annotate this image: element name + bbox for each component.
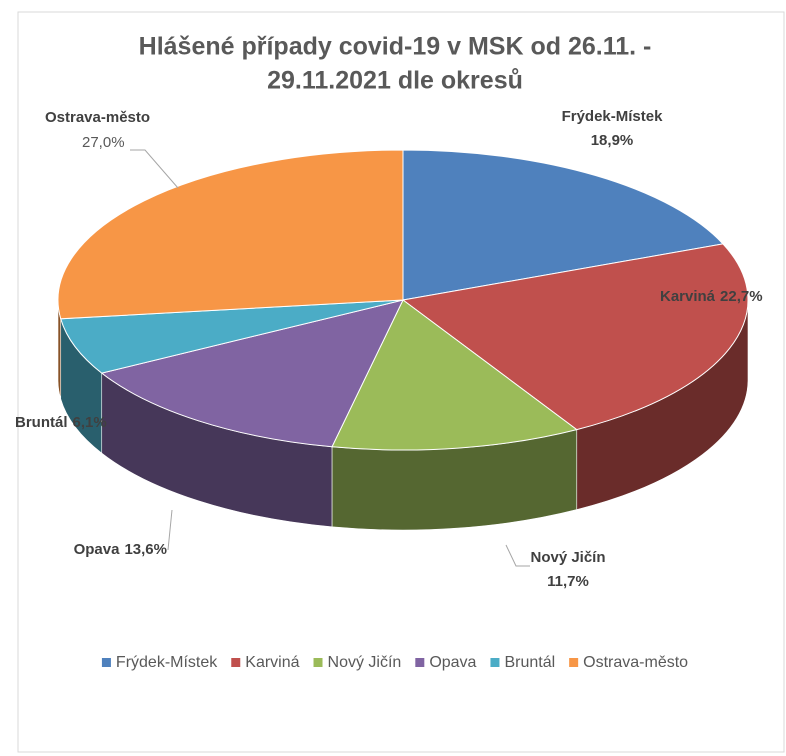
data-label-name: Ostrava-město (45, 109, 150, 126)
legend-swatch (569, 658, 579, 667)
data-label-name: Nový Jičín (530, 549, 605, 566)
legend-label: Frýdek-Místek (116, 654, 218, 671)
data-label-name: Karviná (660, 288, 716, 305)
legend-item: Opava (415, 654, 477, 671)
data-label: Karviná 22,7% (660, 288, 763, 305)
chart-title: 29.11.2021 dle okresů (267, 67, 523, 95)
data-label-name: Frýdek-Místek (562, 108, 664, 125)
legend-item: Bruntál (490, 654, 555, 671)
legend-item: Karviná (231, 654, 300, 671)
data-label-value: 11,7% (547, 573, 589, 590)
data-label-value: 13,6% (124, 541, 167, 558)
data-label-value: 22,7% (720, 288, 763, 305)
leader-line (505, 544, 530, 567)
legend-swatch (231, 658, 241, 667)
legend-label: Nový Jičín (328, 654, 402, 671)
legend-swatch (101, 658, 111, 667)
slice (60, 299, 404, 374)
data-label-name: Bruntál (15, 414, 68, 431)
legend-item: Nový Jičín (313, 654, 402, 671)
legend-label: Opava (429, 654, 476, 671)
legend-item: Frýdek-Místek (101, 654, 218, 671)
legend-swatch (313, 658, 323, 667)
slice (331, 299, 578, 451)
legend-swatch (415, 658, 425, 667)
chart-title: Hlášené případy covid-19 v MSK od 26.11.… (139, 33, 652, 61)
leader-line (130, 149, 179, 189)
data-label: Bruntál 6,1% (15, 414, 107, 431)
data-label-value: 18,9% (591, 132, 634, 149)
data-label-value: 27,0% (82, 134, 125, 151)
legend-label: Karviná (245, 654, 299, 671)
legend-label: Ostrava-město (583, 654, 688, 671)
data-label-name: Opava (74, 541, 121, 558)
data-label: Opava 13,6% (74, 541, 167, 558)
slice (402, 149, 724, 301)
leader-line (167, 509, 173, 551)
legend-item: Ostrava-město (569, 654, 688, 671)
slice (401, 243, 749, 431)
slice (57, 149, 404, 320)
legend-label: Bruntál (504, 654, 555, 671)
legend-swatch (490, 658, 500, 667)
slice (100, 299, 404, 448)
data-label-value: 6,1% (73, 414, 107, 431)
